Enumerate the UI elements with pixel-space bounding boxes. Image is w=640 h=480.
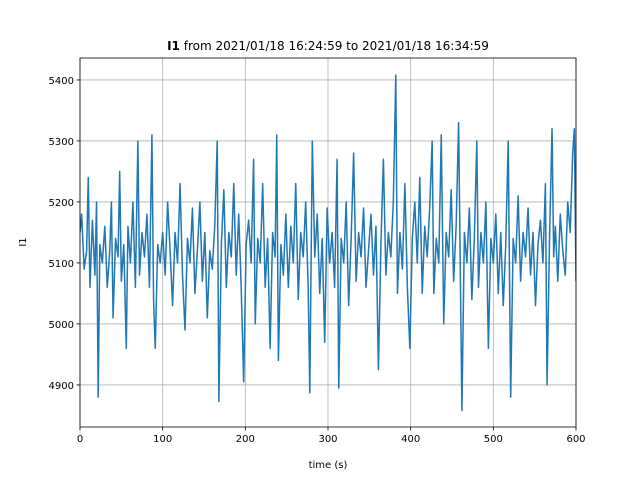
data-line bbox=[80, 74, 576, 412]
y-tick-label: 5300 bbox=[49, 137, 74, 148]
x-tick-label: 400 bbox=[401, 434, 420, 445]
title-name: I1 bbox=[167, 39, 180, 53]
chart-title: I1 from 2021/01/18 16:24:59 to 2021/01/1… bbox=[167, 39, 489, 53]
y-tick-label: 5400 bbox=[49, 76, 74, 87]
y-tick-label: 5100 bbox=[49, 259, 74, 270]
y-axis-label: I1 bbox=[18, 237, 29, 246]
x-tick-label: 100 bbox=[153, 434, 172, 445]
plot-frame bbox=[79, 57, 577, 428]
title-text: from 2021/01/18 16:24:59 to 2021/01/18 1… bbox=[184, 39, 489, 53]
x-tick-label: 200 bbox=[236, 434, 255, 445]
x-tick-label: 500 bbox=[484, 434, 503, 445]
y-tick-label: 5000 bbox=[49, 320, 74, 331]
x-tick-label: 600 bbox=[566, 434, 585, 445]
x-tick-label: 0 bbox=[77, 434, 83, 445]
y-tick-label: 4900 bbox=[49, 381, 74, 392]
x-tick-label: 300 bbox=[318, 434, 337, 445]
y-tick-label: 5200 bbox=[49, 198, 74, 209]
x-axis-label: time (s) bbox=[309, 460, 348, 471]
